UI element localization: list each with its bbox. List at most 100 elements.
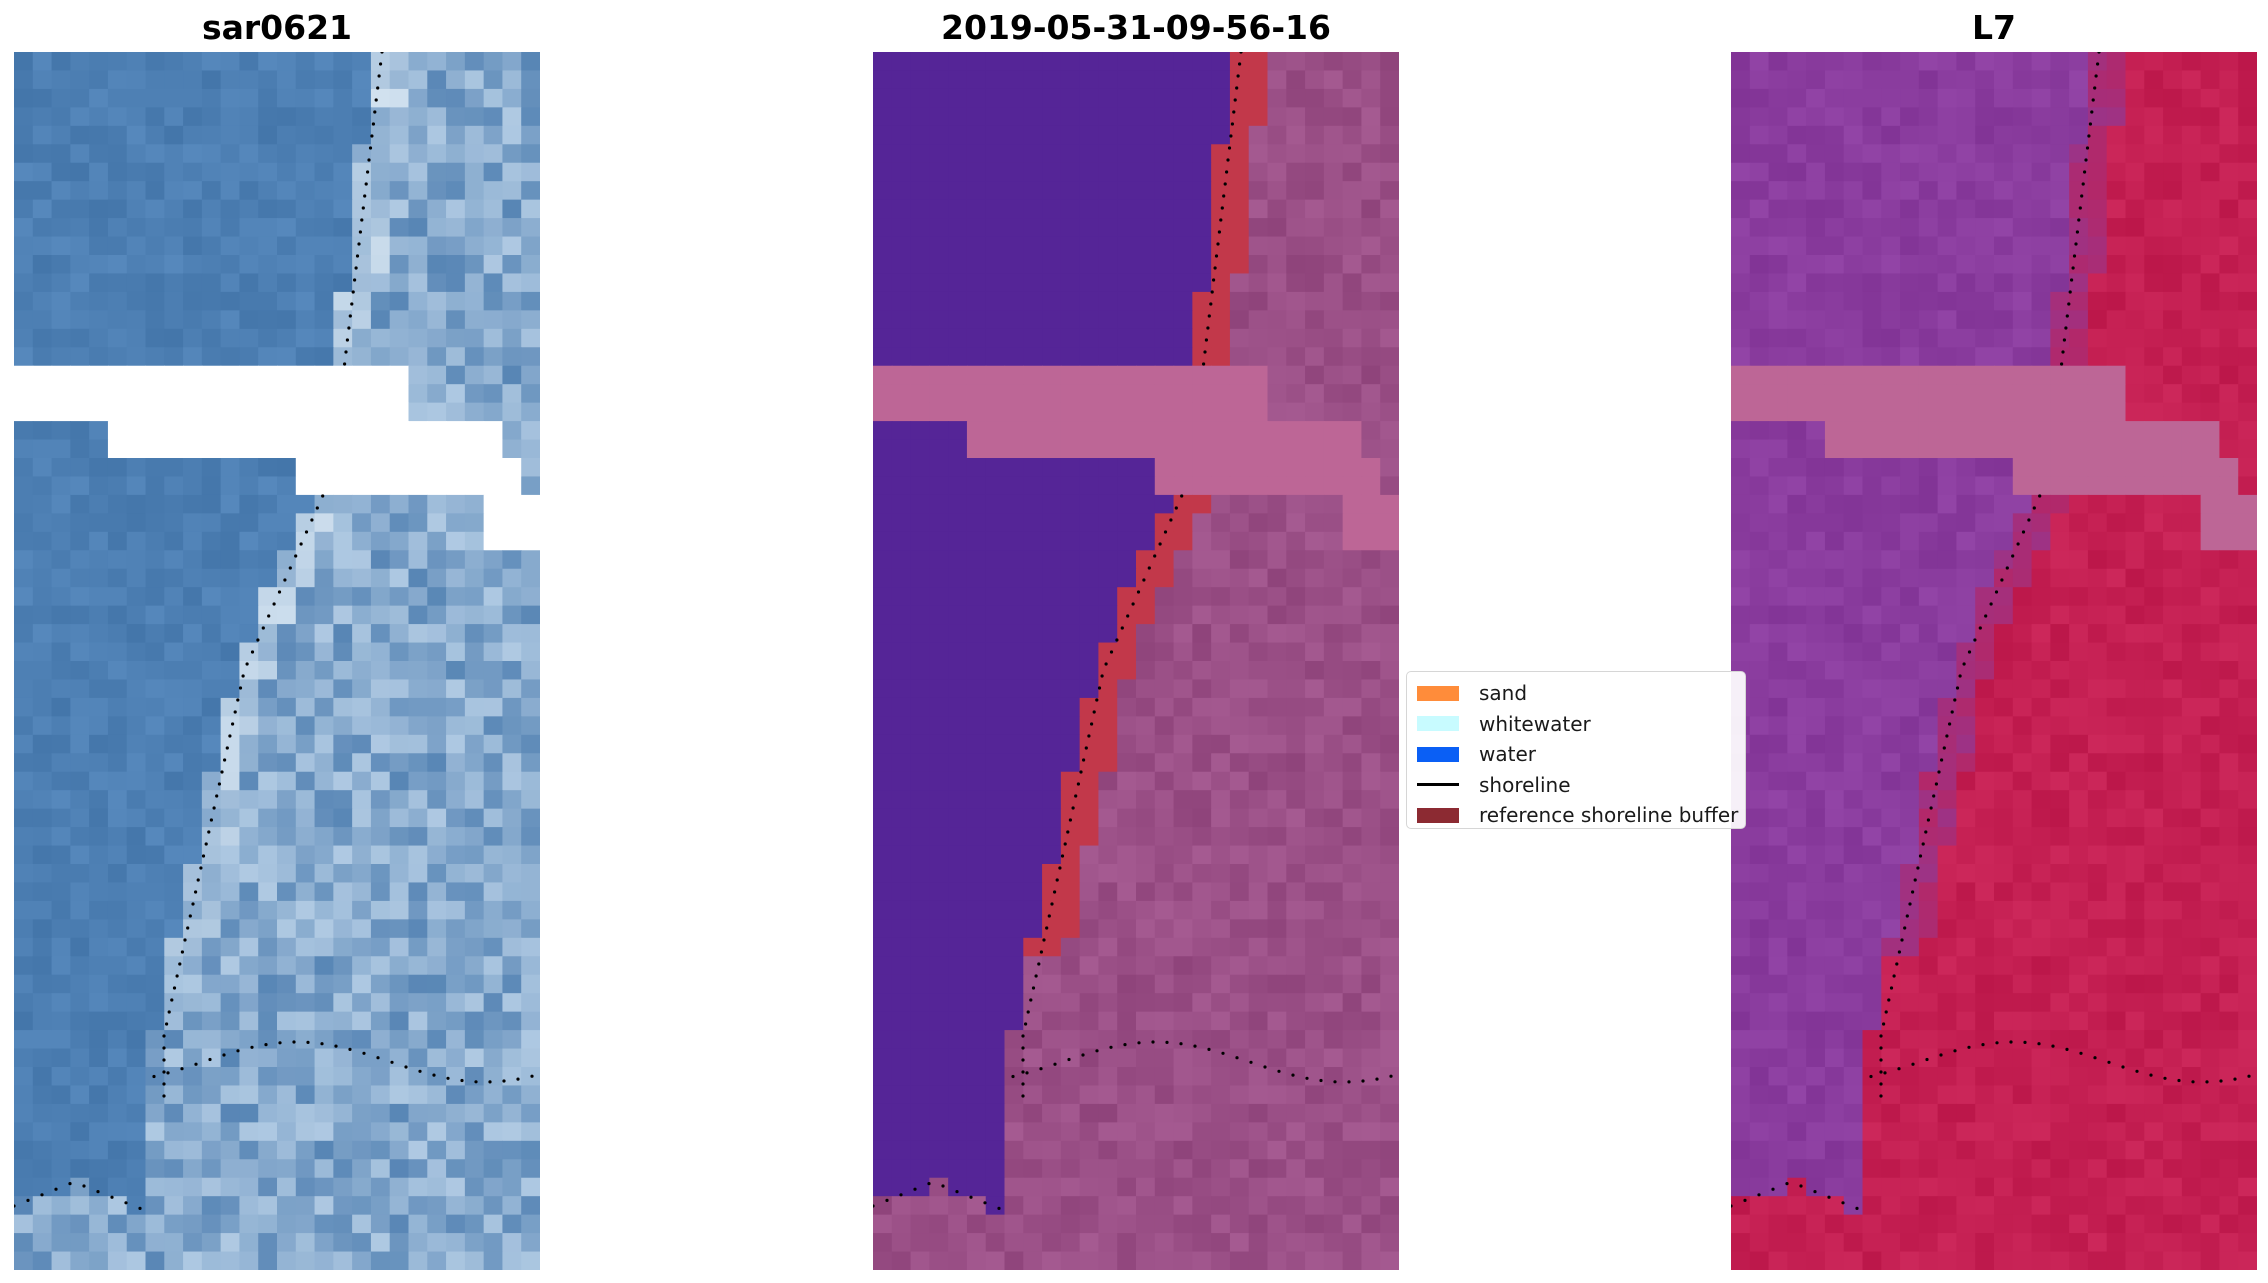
pixel [1136, 716, 1156, 736]
pixel [1060, 439, 1081, 459]
pixel [1937, 144, 1958, 164]
shoreline-dot [1109, 650, 1114, 654]
shoreline-dot [1131, 602, 1135, 606]
pixel [2069, 494, 2089, 514]
pixel [51, 716, 71, 736]
pixel [295, 1011, 316, 1031]
pixel [2238, 697, 2257, 717]
pixel [277, 624, 297, 644]
pixel [1806, 679, 1826, 699]
pixel [873, 513, 893, 533]
pixel [966, 716, 987, 736]
pixel [966, 587, 987, 607]
pixel [2087, 328, 2108, 348]
pixel [966, 384, 987, 404]
pixel [1211, 199, 1231, 219]
pixel [1136, 1196, 1156, 1216]
pixel [295, 1067, 316, 1087]
pixel [1042, 328, 1062, 348]
pixel [427, 1048, 447, 1068]
pixel [1342, 624, 1363, 644]
pixel [70, 199, 90, 219]
pixel [183, 734, 203, 754]
pixel [929, 956, 949, 976]
pixel [258, 513, 278, 533]
pixel [51, 642, 71, 662]
pixel [51, 882, 71, 902]
pixel [1380, 734, 1399, 754]
shoreline-dot [1158, 542, 1162, 546]
pixel [483, 587, 504, 607]
pixel [1843, 218, 1864, 238]
pixel [1787, 642, 1807, 662]
pixel [32, 1196, 53, 1216]
pixel [929, 1159, 949, 1179]
shoreline-dot [250, 1045, 254, 1049]
pixel [1154, 790, 1175, 810]
pixel [873, 808, 893, 828]
pixel [446, 218, 466, 238]
pixel [32, 107, 53, 127]
pixel [352, 439, 372, 459]
pixel [1173, 550, 1193, 570]
pixel [1342, 845, 1363, 865]
pixel [1994, 125, 2014, 145]
pixel [1173, 974, 1193, 994]
pixel [51, 864, 71, 884]
pixel [873, 937, 893, 957]
pixel [1323, 716, 1344, 736]
pixel [891, 679, 912, 699]
pixel [891, 162, 912, 182]
pixel [1229, 1214, 1250, 1234]
pixel [1749, 734, 1770, 754]
pixel [220, 1214, 241, 1234]
pixel [1023, 476, 1043, 496]
pixel [1192, 52, 1212, 72]
pixel [2219, 513, 2239, 533]
shoreline-dot [1216, 242, 1220, 246]
pixel [239, 587, 259, 607]
shoreline-dot [54, 1187, 58, 1191]
pixel [1975, 365, 1995, 385]
pixel [1211, 1140, 1231, 1160]
pixel [1136, 1233, 1156, 1253]
pixel [464, 864, 485, 884]
pixel [2050, 679, 2070, 699]
pixel [126, 1067, 147, 1087]
pixel [408, 1011, 428, 1031]
pixel [1136, 642, 1156, 662]
pixel [1342, 70, 1363, 90]
pixel [107, 587, 128, 607]
pixel [1749, 384, 1770, 404]
pixel [427, 328, 447, 348]
pixel [2219, 70, 2239, 90]
pixel [1136, 845, 1156, 865]
pixel [1267, 1177, 1287, 1197]
pixel [89, 52, 109, 72]
pixel [1192, 181, 1212, 201]
pixel [910, 513, 930, 533]
pixel [1768, 88, 1788, 108]
pixel [352, 1177, 372, 1197]
pixel [1098, 255, 1118, 275]
pixel [1060, 70, 1081, 90]
pixel [333, 384, 353, 404]
pixel [427, 1251, 447, 1270]
pixel [1731, 199, 1751, 219]
pixel [948, 974, 968, 994]
pixel [51, 531, 71, 551]
pixel [464, 937, 485, 957]
pixel [1956, 52, 1976, 72]
pixel [333, 587, 353, 607]
pixel [1042, 236, 1062, 256]
pixel [1975, 661, 1995, 681]
pixel [277, 697, 297, 717]
pixel [1211, 882, 1231, 902]
pixel [145, 88, 165, 108]
pixel [201, 1048, 222, 1068]
pixel [1098, 974, 1118, 994]
pixel [1060, 162, 1081, 182]
pixel [51, 1030, 71, 1050]
pixel [70, 827, 90, 847]
pixel [1305, 384, 1325, 404]
